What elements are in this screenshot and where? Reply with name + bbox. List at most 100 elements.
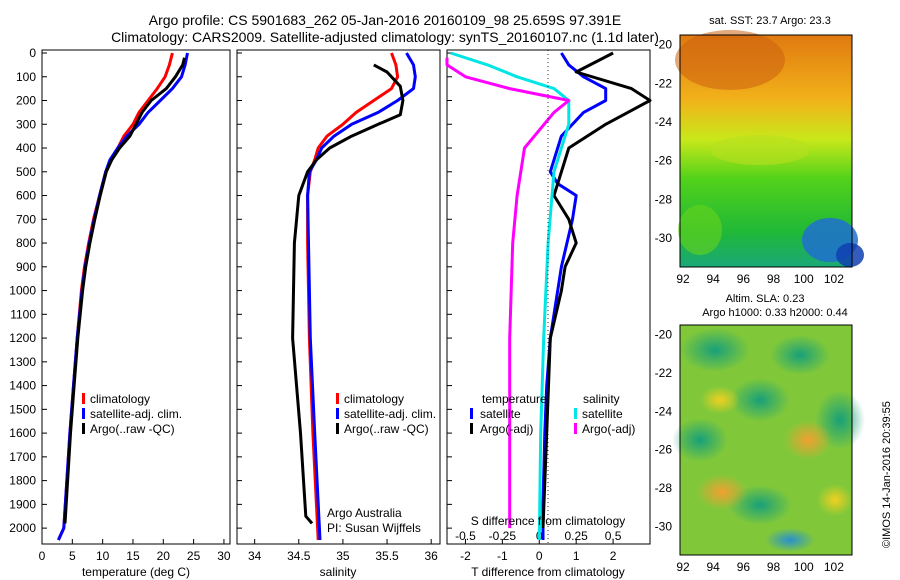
- legend-label-argo: Argo(..raw -QC): [90, 422, 175, 436]
- depth-axis: 0 100 200 300 400 500 600 700 800 900 1000 1100 1200…: [9, 46, 452, 535]
- legend-swatch-argo: [82, 423, 85, 434]
- legend-swatch-climatology: [336, 393, 339, 404]
- legend-salinity-heading: salinity: [583, 392, 620, 406]
- legend-label-satellite: satellite-adj. clim.: [90, 407, 182, 421]
- sla-map-title1: Altim. SLA: 0.23: [726, 293, 805, 305]
- difference-legend: temperature salinity satellite Argo(-adj…: [470, 392, 635, 436]
- legend-label-satellite: satellite-adj. clim.: [344, 407, 436, 421]
- depth-tick-label: 1300: [9, 355, 36, 369]
- map-lon-tick-label: 96: [737, 272, 751, 286]
- x-tick-label: 30: [217, 549, 231, 563]
- temperature-legend: climatology satellite-adj. clim. Argo(..…: [82, 392, 182, 436]
- depth-tick-label: 800: [16, 236, 36, 250]
- figure-title-line2: Climatology: CARS2009. Satellite-adjuste…: [111, 29, 659, 45]
- map-lon-tick-label: 100: [794, 272, 814, 286]
- map-lat-tick-label: -26: [655, 443, 673, 457]
- legend-sal-satellite: satellite: [582, 407, 623, 421]
- x-tick-label: 36: [424, 549, 438, 563]
- x-tick-label: 2: [610, 549, 617, 563]
- series-line-satellite-adj-clim-: [306, 52, 417, 541]
- credit-line1: Argo Australia: [327, 506, 402, 520]
- s-difference-axis-label: S difference from climatology: [471, 514, 626, 528]
- top-x-tick-label: 0.5: [605, 529, 622, 543]
- x-tick-label: 25: [187, 549, 201, 563]
- salinity-axis-label: salinity: [320, 565, 357, 579]
- x-tick-label: 15: [126, 549, 140, 563]
- depth-tick-label: 2000: [9, 521, 36, 535]
- sla-map: [672, 324, 865, 556]
- series-line-salinity-argo-adj-: [445, 57, 571, 529]
- map-lon-tick-label: 92: [676, 560, 690, 574]
- top-x-tick-label: 0.25: [565, 529, 589, 543]
- sla-map-title2: Argo h1000: 0.33 h2000: 0.44: [702, 307, 848, 319]
- sla-high-3: [696, 474, 748, 510]
- depth-tick-label: 1700: [9, 450, 36, 464]
- depth-tick-label: 700: [16, 212, 36, 226]
- series-line-argo-raw-qc-: [63, 57, 186, 524]
- legend-swatch-satellite: [336, 408, 339, 419]
- map-lat-tick-label: -30: [655, 231, 673, 245]
- temperature-axis-label: temperature (deg C): [82, 565, 190, 579]
- legend-swatch-temp-argo: [470, 423, 473, 434]
- x-tick-label: 1: [573, 549, 580, 563]
- map-axes: -20 -22 -24 -26 -28 -30 92 94 96 98 100 102 -20 -22 -2…: [655, 38, 845, 574]
- series-line-temperature-satellite: [541, 52, 608, 540]
- x-tick-label: 34: [248, 549, 262, 563]
- map-lat-tick-label: -24: [655, 404, 673, 418]
- depth-tick-label: 1500: [9, 402, 36, 416]
- map-lon-tick-label: 94: [707, 560, 721, 574]
- sla-low-1: [680, 328, 750, 372]
- depth-tick-label: 100: [16, 70, 36, 84]
- depth-tick-label: 900: [16, 260, 36, 274]
- depth-tick-label: 400: [16, 141, 36, 155]
- legend-swatch-argo: [336, 423, 339, 434]
- depth-tick-label: 1900: [9, 497, 36, 511]
- credit-line2: PI: Susan Wijffels: [327, 521, 421, 535]
- x-tick-label: 35: [336, 549, 350, 563]
- map-lat-tick-label: -22: [655, 76, 673, 90]
- legend-swatch-satellite: [82, 408, 85, 419]
- depth-tick-label: 300: [16, 117, 36, 131]
- legend-label-argo: Argo(..raw -QC): [344, 422, 429, 436]
- series-line-climatology: [306, 52, 400, 541]
- series-line-argo-raw-qc-: [291, 63, 405, 525]
- map-lat-tick-label: -26: [655, 154, 673, 168]
- series-lines: [57, 51, 652, 541]
- sst-mid-patch: [710, 135, 810, 165]
- sla-map-frame: [679, 324, 853, 556]
- legend-label-climatology: climatology: [344, 392, 404, 406]
- sla-high-2: [784, 420, 832, 460]
- sla-low-7: [765, 528, 815, 552]
- series-line-satellite-adj-clim-: [57, 52, 189, 541]
- legend-sal-argo: Argo(-adj): [582, 422, 635, 436]
- figure-title-line1: Argo profile: CS 5901683_262 05-Jan-2016…: [149, 12, 622, 28]
- depth-tick-label: 1000: [9, 284, 36, 298]
- map-lat-tick-label: -28: [655, 481, 673, 495]
- series-line-climatology: [57, 52, 174, 541]
- map-lon-tick-label: 96: [737, 560, 751, 574]
- temperature-panel-frame: [41, 49, 231, 545]
- legend-temperature-heading: temperature: [482, 392, 547, 406]
- map-lon-tick-label: 94: [707, 272, 721, 286]
- x-tick-label: 10: [96, 549, 110, 563]
- legend-swatch-climatology: [82, 393, 85, 404]
- salinity-panel-frame: [236, 49, 441, 545]
- legend-label-climatology: climatology: [90, 392, 150, 406]
- x-tick-label: 0: [536, 549, 543, 563]
- depth-tick-label: 1600: [9, 426, 36, 440]
- map-lat-tick-label: -20: [655, 38, 673, 52]
- map-lon-tick-label: 100: [794, 560, 814, 574]
- sla-low-4: [672, 418, 728, 462]
- series-line-temperature-argo-adj-: [541, 51, 652, 529]
- x-axis-ticks: 0 5 10 15 20 25 30 34 34.5 35 35.5 36 -2 -1 0 1 2 -0.5 -0.…: [39, 529, 622, 563]
- depth-tick-label: 0: [29, 46, 36, 60]
- sst-warm-patch: [675, 30, 785, 90]
- sla-high-4: [817, 484, 853, 516]
- sst-map-frame: [679, 34, 853, 268]
- depth-tick-label: 500: [16, 165, 36, 179]
- sla-low-2: [770, 335, 830, 375]
- map-lat-tick-label: -22: [655, 366, 673, 380]
- legend-swatch-sal-satellite: [574, 408, 577, 419]
- depth-tick-label: 1800: [9, 474, 36, 488]
